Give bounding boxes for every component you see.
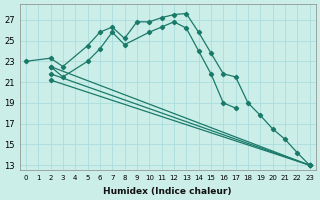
X-axis label: Humidex (Indice chaleur): Humidex (Indice chaleur) (103, 187, 232, 196)
